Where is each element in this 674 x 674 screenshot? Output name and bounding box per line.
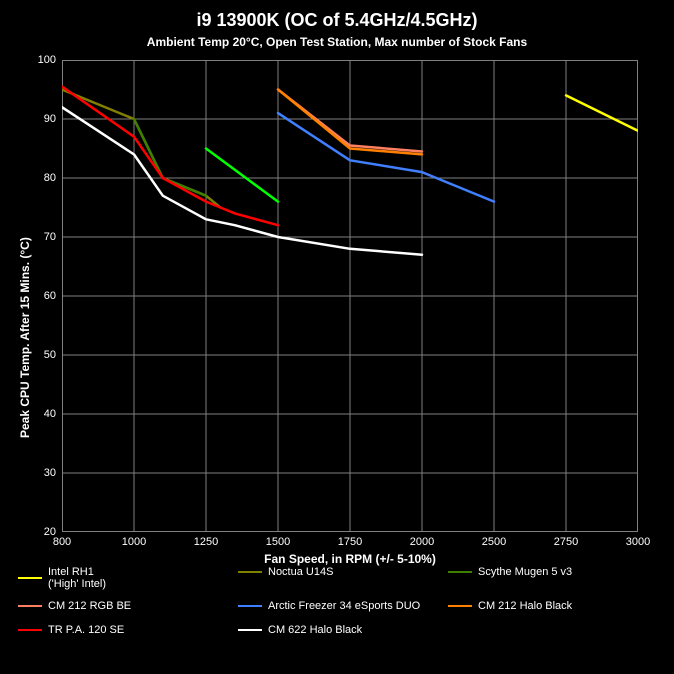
y-tick-label: 20 (44, 526, 56, 538)
legend-swatch (18, 629, 42, 631)
legend-swatch (448, 605, 472, 607)
chart-subtitle: Ambient Temp 20°C, Open Test Station, Ma… (0, 31, 674, 49)
plot-area (62, 60, 638, 532)
legend-label: Scythe Mugen 5 v3 (478, 566, 572, 578)
legend-item: CM 212 Halo Black (448, 600, 572, 612)
x-tick-label: 1250 (194, 536, 218, 548)
x-tick-label: 1750 (338, 536, 362, 548)
x-tick-label: 2000 (410, 536, 434, 548)
legend-item: Intel RH1('High' Intel) (18, 566, 106, 590)
legend-item: Noctua U14S (238, 566, 333, 578)
x-tick-label: 3000 (626, 536, 650, 548)
x-axis-label: Fan Speed, in RPM (+/- 5-10%) (264, 552, 436, 566)
legend-label: CM 212 RGB BE (48, 600, 131, 612)
y-tick-label: 60 (44, 290, 56, 302)
legend-swatch (448, 571, 472, 573)
legend-label: Noctua U14S (268, 566, 333, 578)
chart-title: i9 13900K (OC of 5.4GHz/4.5GHz) (0, 0, 674, 31)
legend-item: TR P.A. 120 SE (18, 624, 124, 636)
y-tick-label: 90 (44, 113, 56, 125)
y-tick-label: 30 (44, 467, 56, 479)
legend-item: CM 212 RGB BE (18, 600, 131, 612)
legend-item: Scythe Mugen 5 v3 (448, 566, 572, 578)
x-tick-label: 1500 (266, 536, 290, 548)
legend-label: TR P.A. 120 SE (48, 624, 124, 636)
legend-swatch (18, 605, 42, 607)
legend-swatch (238, 629, 262, 631)
legend-label: CM 622 Halo Black (268, 624, 362, 636)
legend-item: CM 622 Halo Black (238, 624, 362, 636)
y-tick-label: 100 (38, 54, 56, 66)
x-tick-label: 2500 (482, 536, 506, 548)
y-tick-label: 80 (44, 172, 56, 184)
y-tick-label: 40 (44, 408, 56, 420)
y-tick-label: 50 (44, 349, 56, 361)
y-axis-label: Peak CPU Temp. After 15 Mins. (°C) (18, 237, 32, 438)
x-tick-label: 2750 (554, 536, 578, 548)
legend-label: CM 212 Halo Black (478, 600, 572, 612)
legend-swatch (238, 605, 262, 607)
legend-label: Arctic Freezer 34 eSports DUO (268, 600, 420, 612)
legend-label: Intel RH1('High' Intel) (48, 566, 106, 590)
x-tick-label: 1000 (122, 536, 146, 548)
legend-swatch (238, 571, 262, 573)
y-tick-label: 70 (44, 231, 56, 243)
legend-swatch (18, 577, 42, 579)
legend-item: Arctic Freezer 34 eSports DUO (238, 600, 420, 612)
